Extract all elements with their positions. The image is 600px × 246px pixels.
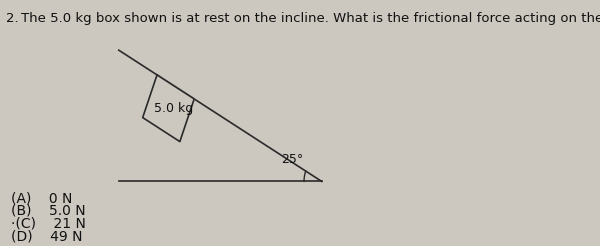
Text: 2.: 2. bbox=[5, 12, 18, 25]
Text: 5.0 kg: 5.0 kg bbox=[154, 102, 194, 115]
Text: (B)    5.0 N: (B) 5.0 N bbox=[11, 204, 85, 218]
Text: The 5.0 kg box shown is at rest on the incline. What is the frictional force act: The 5.0 kg box shown is at rest on the i… bbox=[21, 12, 600, 25]
Text: 25°: 25° bbox=[281, 153, 303, 166]
Text: (D)    49 N: (D) 49 N bbox=[11, 230, 82, 244]
Text: (A)    0 N: (A) 0 N bbox=[11, 191, 72, 205]
Text: ·(C)    21 N: ·(C) 21 N bbox=[11, 217, 85, 231]
Polygon shape bbox=[143, 75, 194, 142]
